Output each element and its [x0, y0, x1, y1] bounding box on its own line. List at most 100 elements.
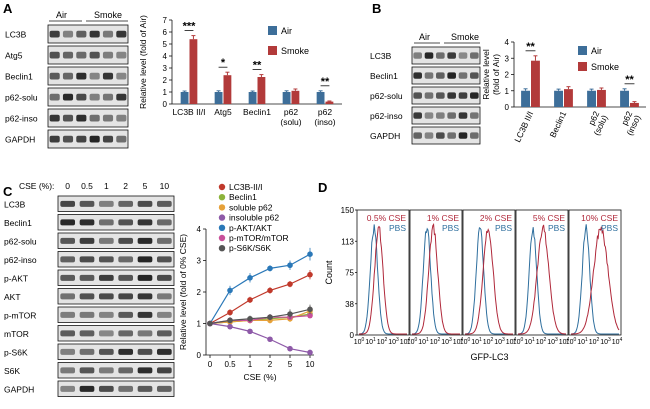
panel-b-chart: 0 1 2 3 4 Relative level(fold of Air) ** LC3B I…: [481, 38, 646, 144]
histogram-cse-curve: [465, 228, 513, 335]
x-tick-base: 10: [377, 339, 385, 346]
blot-band: [62, 72, 74, 80]
blot-row-label: mTOR: [4, 329, 29, 339]
blot-band: [62, 135, 74, 143]
x-tick-base: 10: [453, 339, 461, 346]
y-tick-label: 38: [345, 300, 354, 309]
y-tick-label: 6: [163, 28, 168, 37]
blot-band: [447, 132, 456, 139]
legend-label: soluble p62: [229, 202, 273, 212]
y-axis-label: Count: [324, 260, 334, 285]
y-tick-label: 75: [345, 269, 354, 278]
bar: [248, 92, 257, 104]
y-tick-label: 3: [163, 64, 168, 73]
blot-band: [60, 237, 76, 244]
blot-b-header-air: Air: [419, 32, 430, 42]
x-tick-base: 10: [460, 339, 468, 346]
blot-row-label: p62-inso: [370, 111, 403, 121]
y-tick-label: 2: [505, 71, 510, 80]
blot-band: [413, 92, 422, 99]
legend-swatch: [268, 26, 277, 35]
blot-row-label: LC3B: [4, 199, 26, 209]
legend-label: Air: [281, 26, 292, 36]
blot-band: [60, 293, 76, 300]
y-tick-label: 4: [163, 52, 168, 61]
x-tick-label: 5: [288, 360, 293, 369]
blot-c-cse-value: 2: [123, 181, 128, 191]
blot-row-label: Beclin1: [4, 218, 32, 228]
blot-band: [156, 348, 172, 355]
x-tick-base: 10: [559, 339, 567, 346]
blot-band: [156, 237, 172, 244]
blot-c-cse-value: 5: [143, 181, 148, 191]
blot-band: [49, 93, 60, 101]
blot-c-cse-value: 10: [160, 181, 170, 191]
blot-band: [79, 274, 95, 281]
x-tick-base: 10: [566, 339, 574, 346]
blot-band: [60, 311, 76, 318]
blot-band: [60, 200, 76, 207]
blot-band: [413, 72, 422, 79]
blot-strip: [411, 46, 481, 65]
x-tick-label: 100: [513, 337, 524, 346]
blot-strip: [47, 108, 129, 128]
y-tick-label: 5: [163, 40, 168, 49]
significance-label: *: [221, 57, 226, 69]
histogram-cse-curve: [518, 224, 567, 335]
x-tick-exponent: 1: [585, 337, 588, 343]
x-tick-exponent: 2: [438, 337, 441, 343]
x-tick-label: 0.5: [224, 360, 236, 369]
blot-band: [447, 72, 456, 79]
blot-band: [76, 51, 87, 59]
histogram-pbs-label: PBS: [389, 223, 406, 233]
x-tick-label: 104: [400, 337, 411, 346]
legend-label: Smoke: [281, 46, 309, 56]
blot-band: [98, 200, 114, 207]
blot-band: [60, 330, 76, 337]
data-point: [227, 309, 233, 316]
data-point: [267, 265, 273, 272]
y-tick-label: 7: [163, 16, 168, 25]
blot-band: [76, 93, 87, 101]
x-tick-label: 104: [506, 337, 517, 346]
blot-band: [79, 367, 95, 374]
blot-band: [79, 385, 95, 392]
blot-band: [60, 385, 76, 392]
blot-band: [118, 200, 134, 207]
x-tick-label: 101: [418, 337, 429, 346]
blot-c-cse-value: 0.5: [81, 181, 93, 191]
x-tick-base: 10: [513, 339, 521, 346]
blot-band: [49, 72, 60, 80]
data-point: [247, 315, 253, 322]
legend-label: insoluble p62: [229, 213, 279, 223]
histogram-frame: [356, 209, 410, 336]
blot-band: [458, 112, 468, 119]
blot-strip: [47, 45, 129, 65]
x-tick-exponent: 1: [373, 337, 376, 343]
x-tick-exponent: 1: [426, 337, 429, 343]
blot-band: [458, 52, 468, 59]
histogram-pbs-curve: [358, 224, 407, 335]
y-tick-label: 0: [197, 351, 202, 360]
bar: [257, 77, 266, 104]
series-line: [209, 253, 311, 324]
panel-letter-b: B: [372, 1, 381, 16]
bar: [587, 90, 596, 107]
blot-strip: [57, 380, 175, 397]
x-tick-base: 10: [536, 339, 544, 346]
blot-band: [98, 219, 114, 226]
x-tick-label-line: Beclin1: [547, 109, 568, 139]
x-tick-label: p62(solu): [583, 109, 609, 137]
blot-band: [102, 93, 114, 101]
x-tick-label: 100: [566, 337, 577, 346]
blot-band: [79, 293, 95, 300]
legend-swatch: [268, 46, 277, 55]
blot-band: [118, 256, 134, 263]
x-tick-label: Beclin1: [547, 109, 568, 139]
legend-marker: [218, 194, 226, 201]
blot-band: [89, 135, 100, 143]
x-tick-base: 10: [494, 339, 502, 346]
x-tick-label: 1: [248, 360, 253, 369]
blot-band: [102, 72, 114, 80]
data-point: [227, 323, 233, 330]
